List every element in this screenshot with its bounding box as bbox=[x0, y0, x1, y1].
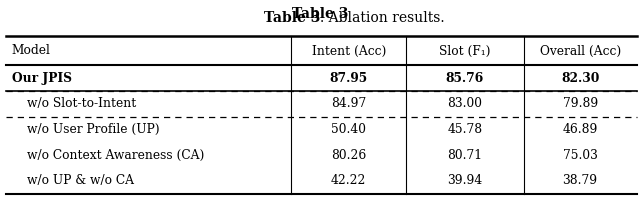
Text: w/o User Profile (UP): w/o User Profile (UP) bbox=[27, 123, 159, 136]
Text: w/o Context Awareness (CA): w/o Context Awareness (CA) bbox=[27, 149, 204, 162]
Text: w/o UP & w/o CA: w/o UP & w/o CA bbox=[27, 174, 134, 187]
Text: Table 3: Table 3 bbox=[264, 11, 320, 25]
Text: 79.89: 79.89 bbox=[563, 98, 598, 110]
Text: 82.30: 82.30 bbox=[561, 72, 599, 85]
Text: 87.95: 87.95 bbox=[330, 72, 368, 85]
Text: 80.71: 80.71 bbox=[447, 149, 483, 162]
Text: Intent (Acc): Intent (Acc) bbox=[312, 45, 386, 58]
Text: . Ablation results.: . Ablation results. bbox=[320, 11, 445, 25]
Text: 46.89: 46.89 bbox=[563, 123, 598, 136]
Text: Table 3: Table 3 bbox=[292, 7, 348, 21]
Text: w/o Slot-to-Intent: w/o Slot-to-Intent bbox=[27, 98, 136, 110]
Text: 39.94: 39.94 bbox=[447, 174, 483, 187]
Text: 83.00: 83.00 bbox=[447, 98, 483, 110]
Text: 42.22: 42.22 bbox=[331, 174, 367, 187]
Text: 84.97: 84.97 bbox=[331, 98, 367, 110]
Text: 50.40: 50.40 bbox=[332, 123, 366, 136]
Text: 75.03: 75.03 bbox=[563, 149, 598, 162]
Text: Model: Model bbox=[12, 45, 51, 58]
Text: 85.76: 85.76 bbox=[446, 72, 484, 85]
Text: 45.78: 45.78 bbox=[447, 123, 483, 136]
Text: 38.79: 38.79 bbox=[563, 174, 598, 187]
Text: Slot (F₁): Slot (F₁) bbox=[439, 45, 491, 58]
Text: Our JPIS: Our JPIS bbox=[12, 72, 72, 85]
Text: 80.26: 80.26 bbox=[331, 149, 367, 162]
Text: Overall (Acc): Overall (Acc) bbox=[540, 45, 621, 58]
